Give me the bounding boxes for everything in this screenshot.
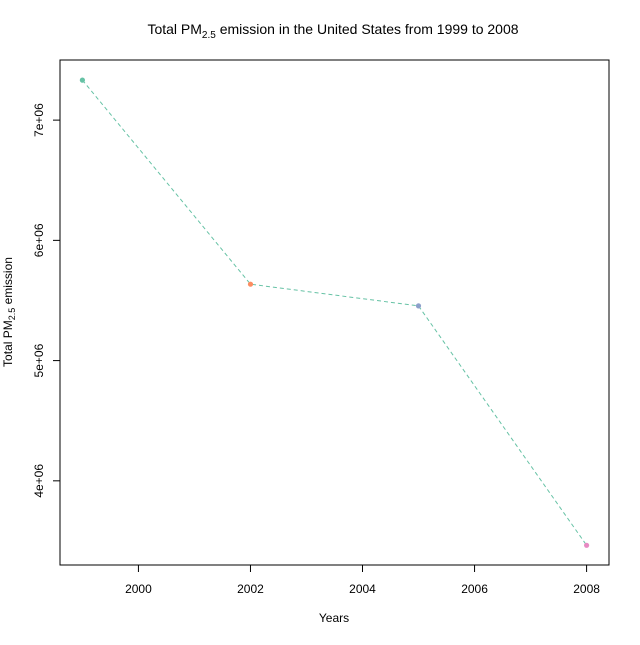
chart-title-subscript: 2.5 — [202, 30, 216, 41]
y-tick-label: 4e+06 — [32, 464, 46, 498]
data-point — [415, 303, 422, 309]
y-axis-title-suffix: emission — [1, 257, 15, 308]
x-tick-label: 2000 — [125, 582, 152, 596]
plot-frame — [59, 59, 610, 566]
data-point — [584, 542, 590, 548]
series-layer — [79, 77, 590, 548]
y-tick-label: 7e+06 — [32, 103, 46, 137]
data-point — [247, 281, 254, 287]
data-point — [79, 77, 85, 83]
x-tick-label: 2006 — [461, 582, 488, 596]
x-axis: 2000 2002 2004 2006 2008 — [125, 565, 600, 596]
chart-title-prefix: Total PM — [147, 21, 201, 37]
chart-title-suffix: emission in the United States from 1999 … — [216, 21, 519, 37]
y-axis-title-subscript: 2.5 — [7, 308, 17, 321]
y-axis-title: Total PM2.5 emission — [1, 257, 17, 367]
x-axis-title: Years — [319, 611, 349, 625]
x-tick-label: 2008 — [573, 582, 600, 596]
y-tick-label: 6e+06 — [32, 223, 46, 257]
y-axis: 4e+06 5e+06 6e+06 7e+06 — [32, 103, 60, 498]
x-tick-label: 2002 — [237, 582, 264, 596]
y-tick-label: 5e+06 — [32, 343, 46, 377]
series-line — [82, 79, 588, 546]
chart-title: Total PM2.5 emission in the United State… — [147, 21, 518, 41]
y-axis-title-prefix: Total PM — [1, 320, 15, 367]
x-tick-label: 2004 — [349, 582, 376, 596]
